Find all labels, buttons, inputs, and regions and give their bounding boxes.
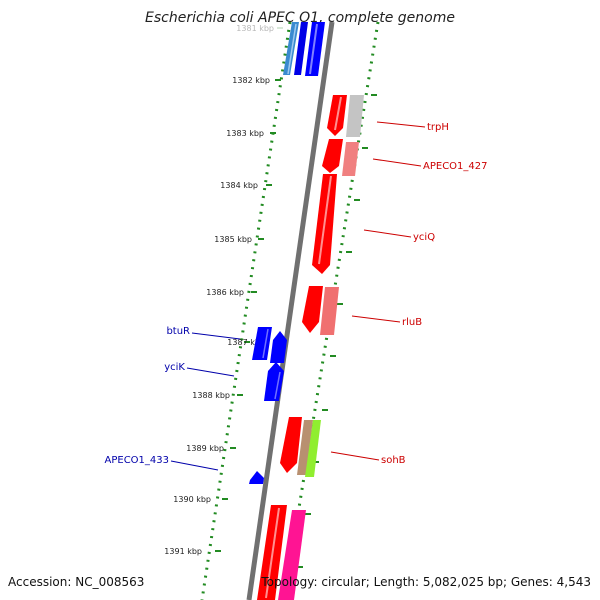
ruler-ticks [215, 27, 377, 568]
gene-labels: trpH APECO1_427 yciQ rluB sohB btuR yciK… [105, 122, 488, 466]
gene-label-rlub[interactable]: rluB [402, 317, 422, 328]
label-leaders [170, 121, 426, 471]
gene-label-trph[interactable]: trpH [427, 122, 449, 133]
gene-arrow [283, 22, 299, 75]
gene-arrow [346, 95, 364, 137]
leader-line [191, 332, 241, 340]
gene-label-apeco1-427[interactable]: APECO1_427 [423, 161, 488, 172]
gene-arrow [252, 327, 272, 360]
leader-line [330, 451, 380, 461]
leader-line [376, 121, 426, 128]
forward-genes [257, 95, 364, 600]
tick-label: 1381 kbp [236, 24, 274, 33]
leader-line [372, 158, 422, 167]
gene-highlight [318, 175, 332, 265]
tick-label: 1384 kbp [220, 181, 258, 190]
gene-arrow [249, 471, 264, 484]
tick-label: 1386 kbp [206, 288, 244, 297]
leader-line [186, 367, 235, 377]
gene-label-yciq[interactable]: yciQ [413, 232, 435, 243]
tick-label: 1382 kbp [232, 76, 270, 85]
gene-label-btur[interactable]: btuR [166, 326, 190, 337]
leader-line [363, 229, 412, 238]
gene-highlight [265, 507, 280, 599]
accession-text: Accession: NC_008563 [8, 575, 145, 589]
gene-arrow [305, 420, 321, 477]
inner-dotted-track [200, 21, 292, 600]
gene-label-ycik[interactable]: yciK [164, 362, 185, 373]
gene-arrow [270, 331, 287, 363]
reverse-genes [249, 327, 287, 484]
tick-label: 1388 kbp [192, 391, 230, 400]
leader-line [170, 460, 219, 471]
gene-label-apeco1-433[interactable]: APECO1_433 [105, 455, 170, 466]
gene-highlight [309, 23, 318, 75]
gene-arrow [264, 362, 284, 401]
ruler-tick-labels: 1381 kbp 1382 kbp 1383 kbp 1384 kbp 1385… [164, 24, 274, 556]
leader-line [351, 315, 401, 323]
tick-label: 1389 kbp [186, 444, 224, 453]
gene-highlight [334, 96, 342, 131]
tick-label: 1390 kbp [173, 495, 211, 504]
tick-label: 1385 kbp [214, 235, 252, 244]
gene-arrow [294, 22, 308, 75]
outer-dotted-track [282, 21, 380, 600]
gene-arrow [297, 420, 313, 475]
gene-arrow [342, 142, 359, 176]
gene-highlight [274, 371, 281, 400]
gene-arrow [320, 287, 339, 335]
gene-highlight [287, 23, 297, 75]
genome-backbone [246, 21, 335, 600]
gene-label-sohb[interactable]: sohB [381, 455, 406, 466]
gene-arrow [322, 139, 343, 173]
tick-label: 1383 kbp [226, 129, 264, 138]
gene-highlight [262, 328, 269, 359]
tick-label: 1387 kbp [227, 338, 265, 347]
gene-arrow [280, 417, 302, 473]
gene-arrow [302, 286, 323, 333]
gene-arrow [305, 22, 325, 76]
genome-summary-text: Topology: circular; Length: 5,082,025 bp… [261, 575, 591, 589]
reverse-genes-top [283, 22, 325, 76]
tick-label: 1391 kbp [164, 547, 202, 556]
gene-arrow [278, 510, 306, 600]
